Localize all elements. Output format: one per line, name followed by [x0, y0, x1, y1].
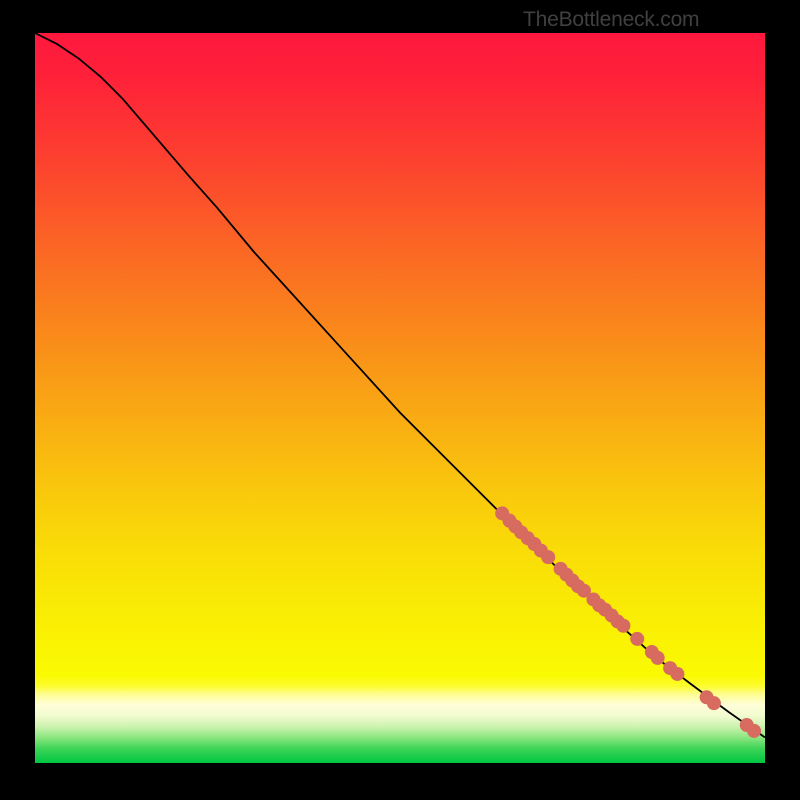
data-marker [541, 550, 555, 564]
data-marker [630, 632, 644, 646]
data-marker [651, 651, 665, 665]
data-marker [616, 619, 630, 633]
watermark-text: TheBottleneck.com [523, 8, 699, 32]
data-marker [670, 667, 684, 681]
curve-line [35, 33, 765, 737]
chart-overlay [0, 0, 800, 800]
marker-group [495, 506, 761, 738]
data-marker [707, 696, 721, 710]
data-marker [747, 724, 761, 738]
